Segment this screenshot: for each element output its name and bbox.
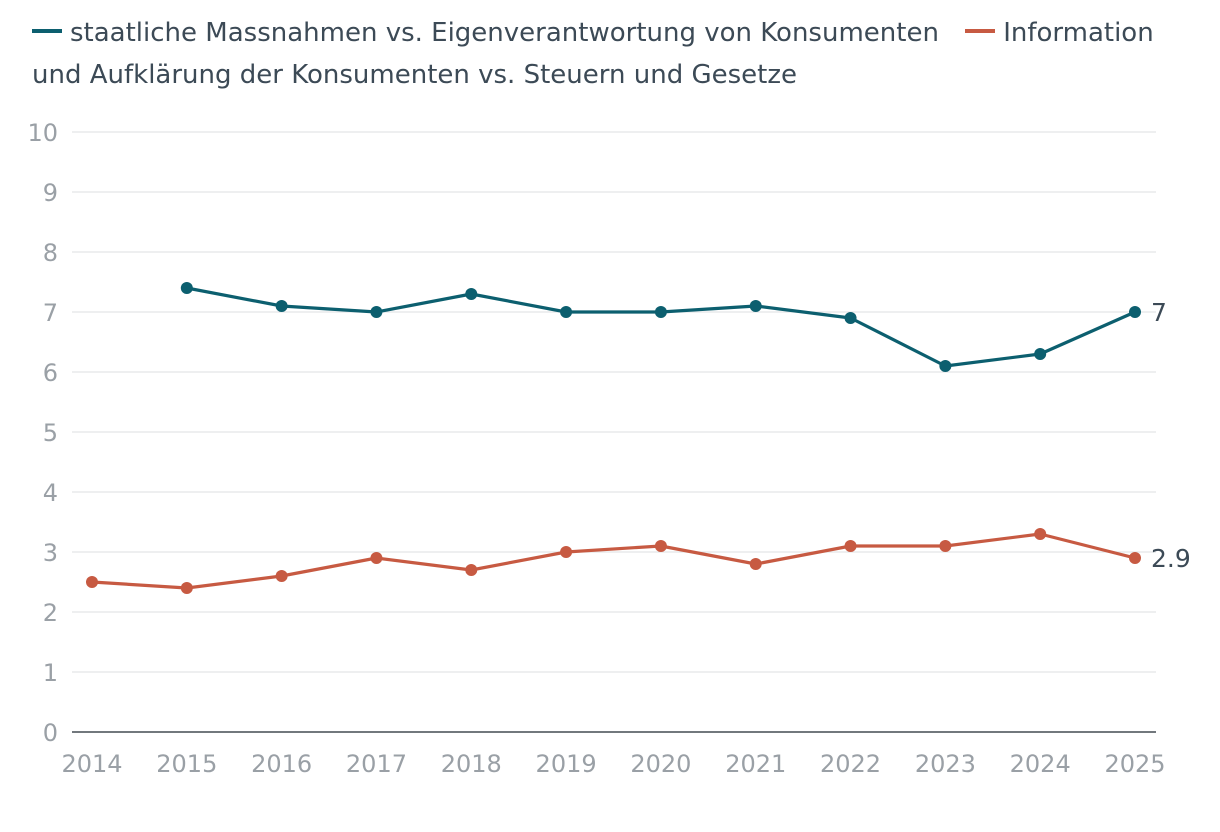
y-tick-label-4: 4 bbox=[43, 479, 58, 507]
x-tick-label-2020: 2020 bbox=[630, 750, 691, 778]
y-tick-label-3: 3 bbox=[43, 539, 58, 567]
end-value-label-series-2: 2.9 bbox=[1151, 544, 1191, 573]
data-point-series-2-2019 bbox=[560, 546, 573, 558]
x-tick-label-2025: 2025 bbox=[1104, 750, 1165, 778]
legend-swatch-series-2 bbox=[965, 28, 996, 33]
data-point-series-2-2021 bbox=[749, 558, 762, 570]
data-point-series-2-2024 bbox=[1034, 528, 1047, 540]
legend-swatch-series-1 bbox=[32, 28, 62, 33]
y-tick-label-6: 6 bbox=[43, 359, 58, 387]
data-point-series-2-2025 bbox=[1129, 552, 1141, 564]
data-point-series-1-2024 bbox=[1034, 348, 1047, 360]
data-point-series-1-2015 bbox=[180, 282, 193, 294]
data-point-series-1-2017 bbox=[370, 306, 383, 318]
x-tick-label-2021: 2021 bbox=[725, 750, 786, 778]
x-tick-label-2023: 2023 bbox=[915, 750, 976, 778]
y-tick-label-2: 2 bbox=[43, 599, 58, 627]
data-point-series-1-2025 bbox=[1129, 306, 1141, 318]
data-point-series-1-2020 bbox=[654, 306, 667, 318]
data-point-series-2-2015 bbox=[180, 582, 193, 594]
legend-item-series-2: Information und Aufklärung der Konsument… bbox=[32, 18, 1154, 90]
data-point-series-2-2023 bbox=[939, 540, 952, 552]
legend-label-series-2: Information und Aufklärung der Konsument… bbox=[32, 18, 1154, 90]
legend-label-series-1: staatliche Massnahmen vs. Eigenverantwor… bbox=[70, 18, 939, 48]
data-point-series-2-2017 bbox=[370, 552, 383, 564]
series-line-2 bbox=[90, 532, 1137, 590]
x-tick-label-2024: 2024 bbox=[1010, 750, 1071, 778]
y-tick-label-8: 8 bbox=[43, 239, 58, 267]
series-line-1 bbox=[185, 286, 1137, 368]
data-point-series-1-2016 bbox=[275, 300, 288, 312]
data-point-series-1-2019 bbox=[560, 306, 573, 318]
x-tick-label-2019: 2019 bbox=[536, 750, 597, 778]
data-point-series-2-2022 bbox=[844, 540, 857, 552]
end-value-label-series-1: 7 bbox=[1151, 298, 1167, 327]
x-tick-label-2022: 2022 bbox=[820, 750, 881, 778]
y-tick-label-0: 0 bbox=[43, 719, 58, 747]
legend-item-series-1: staatliche Massnahmen vs. Eigenverantwor… bbox=[32, 18, 939, 48]
y-tick-label-5: 5 bbox=[43, 419, 58, 447]
y-tick-label-7: 7 bbox=[43, 299, 58, 327]
chart-legend: staatliche Massnahmen vs. Eigenverantwor… bbox=[32, 12, 1202, 96]
y-tick-label-10: 10 bbox=[27, 119, 58, 147]
y-tick-label-9: 9 bbox=[43, 179, 58, 207]
x-tick-label-2014: 2014 bbox=[61, 750, 122, 778]
x-tick-label-2016: 2016 bbox=[251, 750, 312, 778]
data-point-series-2-2020 bbox=[654, 540, 667, 552]
x-tick-label-2018: 2018 bbox=[441, 750, 502, 778]
data-point-series-2-2016 bbox=[275, 570, 288, 582]
data-point-series-2-2014 bbox=[86, 576, 98, 588]
data-point-series-1-2023 bbox=[939, 360, 952, 372]
data-point-series-2-2018 bbox=[465, 564, 478, 576]
x-tick-label-2015: 2015 bbox=[156, 750, 217, 778]
data-point-series-1-2018 bbox=[465, 288, 478, 300]
x-tick-label-2017: 2017 bbox=[346, 750, 407, 778]
data-point-series-1-2021 bbox=[749, 300, 762, 312]
y-tick-label-1: 1 bbox=[43, 659, 58, 687]
data-point-series-1-2022 bbox=[844, 312, 857, 324]
